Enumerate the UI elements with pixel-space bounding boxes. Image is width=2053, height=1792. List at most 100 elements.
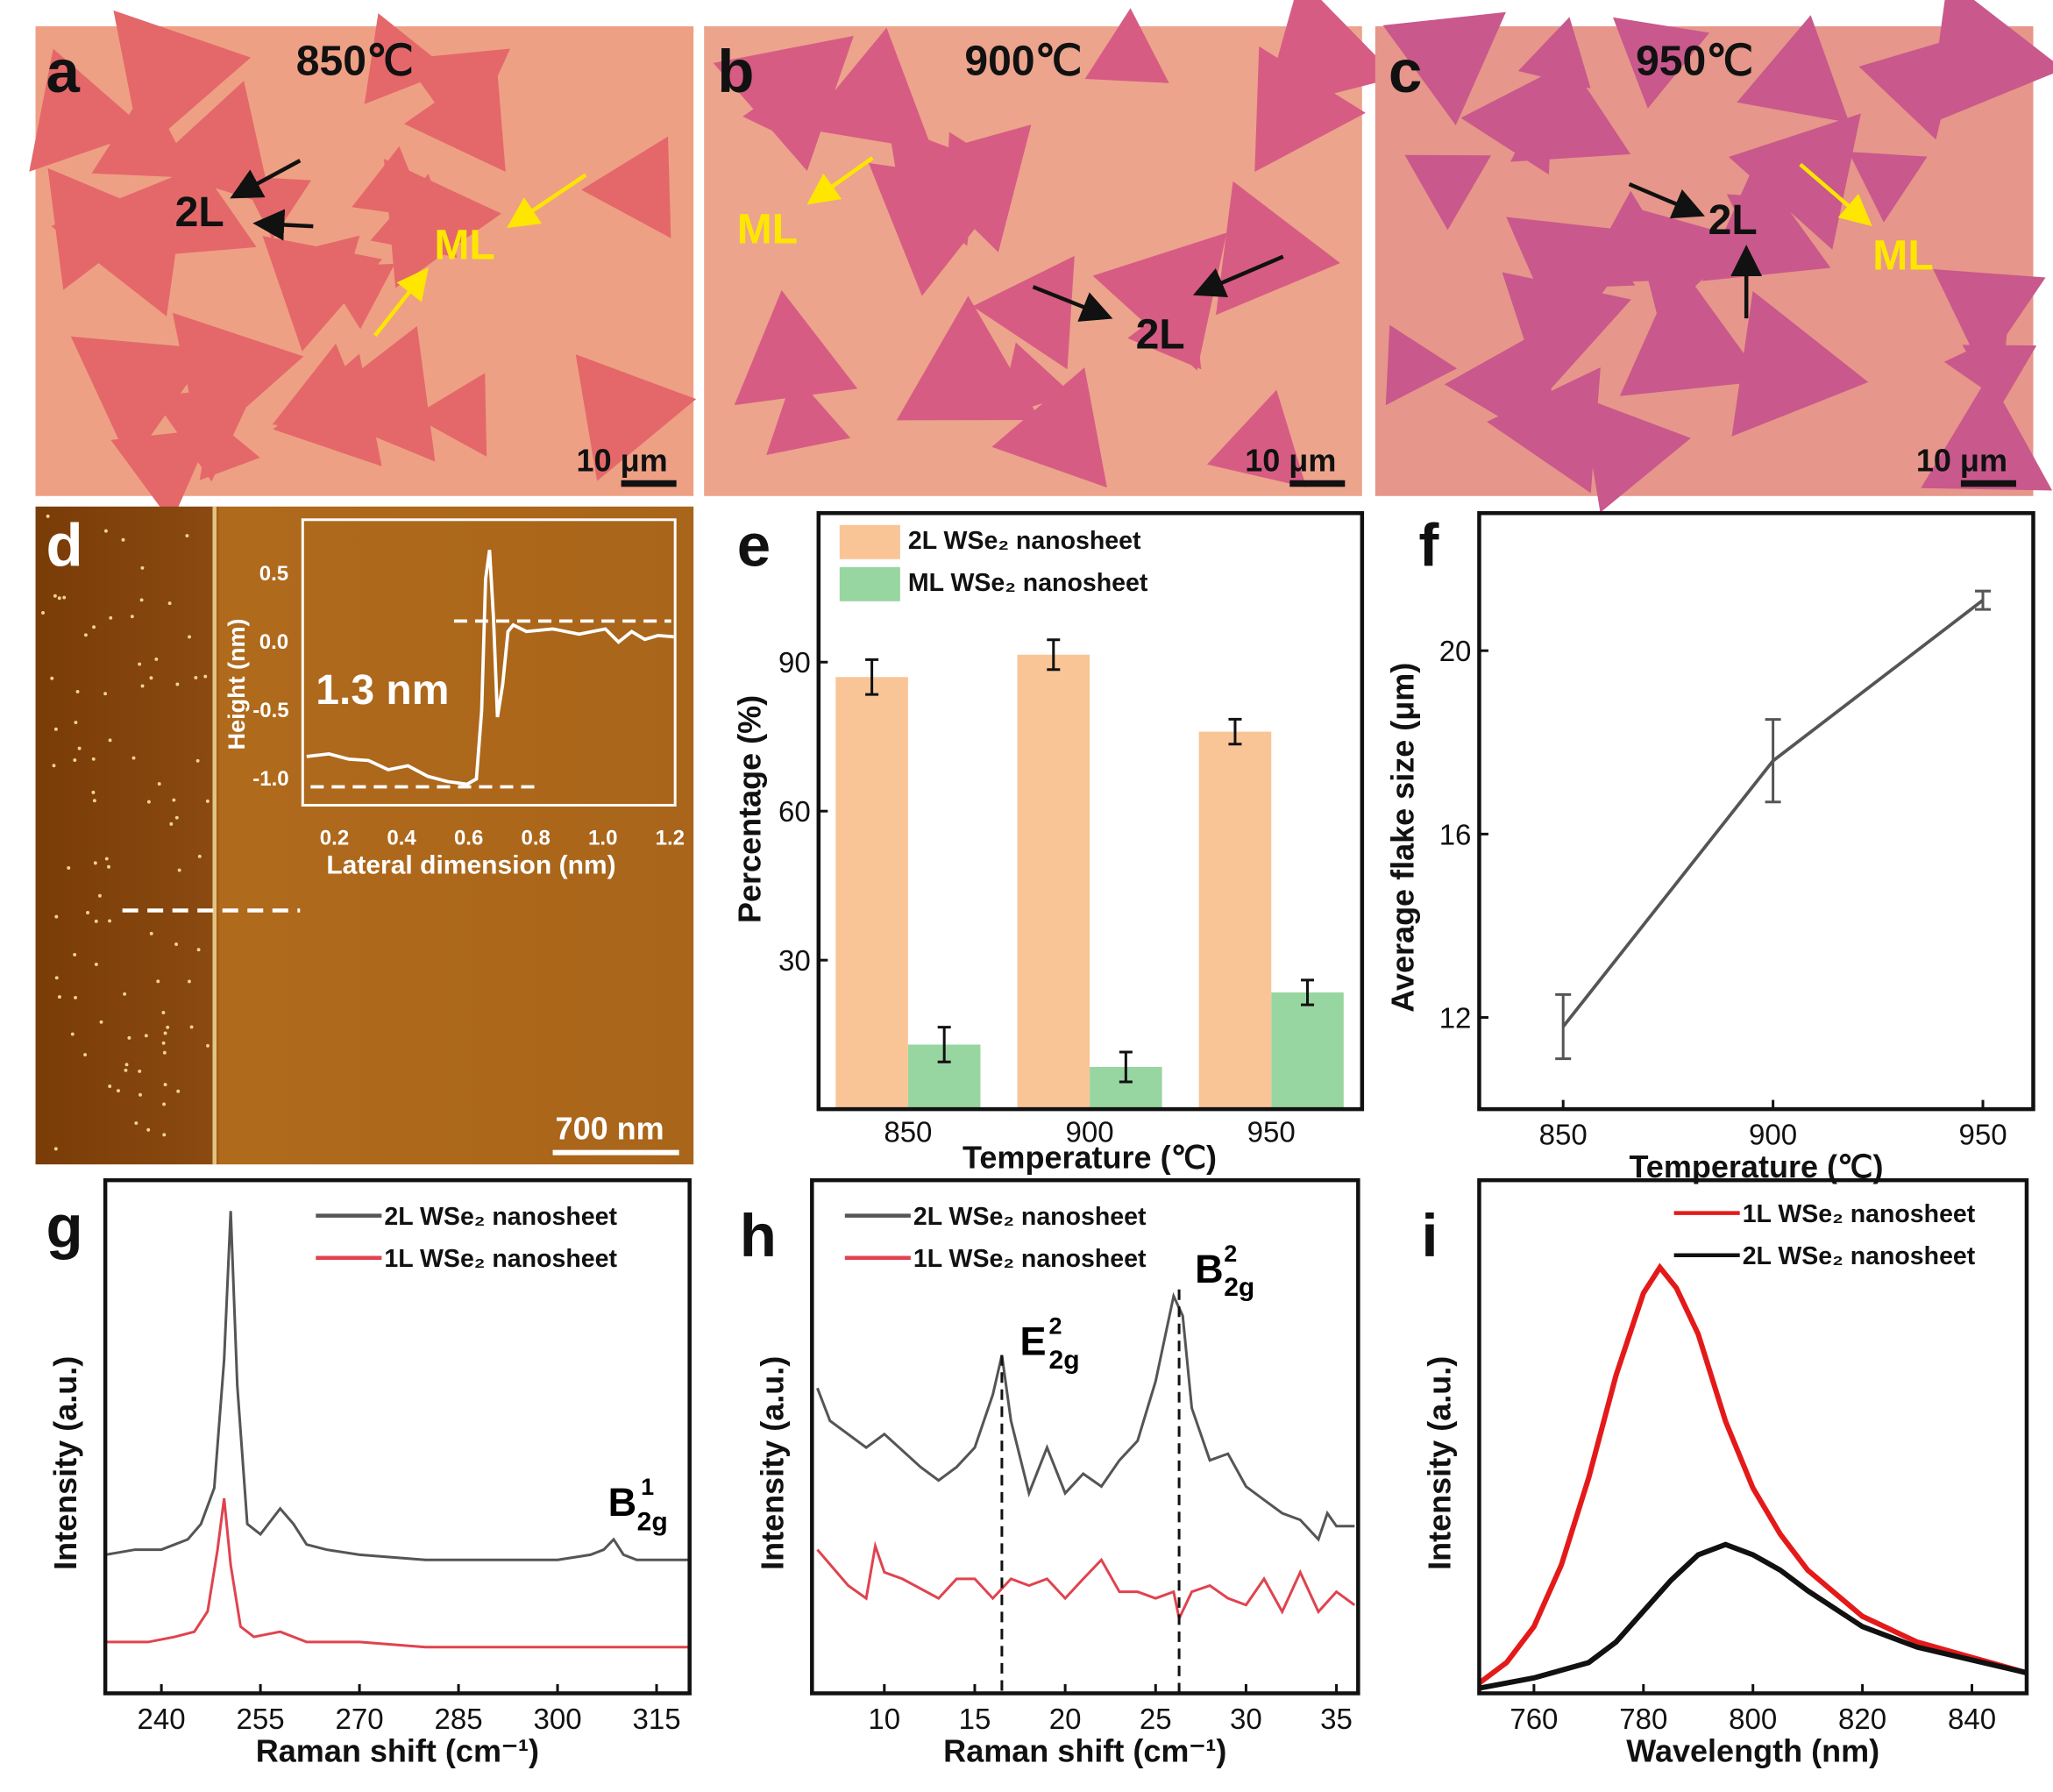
- x-tick-label: 20: [1049, 1703, 1082, 1735]
- flake: [972, 255, 1075, 370]
- particle: [162, 1102, 166, 1106]
- particle: [139, 598, 144, 602]
- panel-label-e: e: [737, 510, 771, 579]
- arrow-icon: [806, 156, 874, 205]
- error-bar: [865, 658, 879, 696]
- y-tick-label: 12: [1439, 1002, 1472, 1035]
- particle: [67, 865, 71, 870]
- tick-label: 0.2: [320, 826, 349, 850]
- tick-label: 0.6: [454, 826, 483, 850]
- x-tick-label: 950: [1958, 1119, 2007, 1151]
- x-tick-label: 900: [1749, 1119, 1797, 1151]
- particle: [134, 1121, 139, 1125]
- y-tick-label: 20: [1439, 635, 1472, 667]
- peak-label-sup: 2: [1049, 1313, 1062, 1340]
- y-tick-label: 30: [778, 944, 811, 977]
- particle: [194, 676, 198, 679]
- particle: [104, 857, 109, 861]
- x-tick-label: 780: [1619, 1703, 1667, 1735]
- particle: [73, 952, 77, 956]
- particle: [57, 995, 61, 999]
- flake: [133, 146, 257, 258]
- flake: [1460, 69, 1554, 175]
- annotation-2L: 2L: [175, 189, 224, 236]
- plot-frame: [1477, 511, 2035, 1112]
- panel-label-d: d: [46, 510, 83, 579]
- flake: [713, 35, 854, 171]
- flake: [1404, 154, 1491, 231]
- particle: [205, 799, 210, 803]
- particle: [107, 864, 110, 869]
- error-bar: [1975, 589, 1992, 611]
- temperature-label: 950℃: [1636, 39, 1753, 85]
- legend-label: 1L WSe₂ nanosheet: [1743, 1200, 1976, 1228]
- arrow-icon: [230, 159, 302, 199]
- particle: [206, 1043, 210, 1048]
- particle: [77, 746, 82, 750]
- particle: [149, 676, 153, 680]
- particle: [140, 565, 145, 570]
- particle: [108, 1084, 112, 1088]
- particle: [127, 1035, 131, 1040]
- particle: [62, 595, 67, 600]
- particle: [53, 1147, 58, 1151]
- particle: [92, 799, 96, 803]
- particle: [52, 764, 56, 768]
- flake: [1084, 8, 1169, 83]
- flake: [1385, 324, 1458, 406]
- y-axis-label: Intensity (a.u.): [47, 1356, 83, 1570]
- particle: [185, 534, 189, 537]
- y-axis-label: Average flake size (μm): [1384, 663, 1420, 1013]
- flake: [139, 30, 205, 101]
- arrow-icon: [1799, 162, 1872, 226]
- micrograph-900: b 900℃ ML 2L 10 μm: [704, 0, 1397, 496]
- scale-bar-label: 10 μm: [1916, 442, 2007, 478]
- particle: [157, 782, 161, 786]
- particle: [163, 1031, 167, 1035]
- panel-label-h: h: [740, 1201, 777, 1269]
- arrow-icon: [252, 209, 314, 241]
- panel-label-g: g: [46, 1192, 83, 1261]
- legend-label: 2L WSe₂ nanosheet: [913, 1203, 1147, 1231]
- annotation-ML: ML: [1872, 233, 1933, 280]
- scale-bar-label: 700 nm: [556, 1111, 664, 1147]
- peak-label-sub: 2g: [637, 1507, 668, 1536]
- x-tick-label: 820: [1838, 1703, 1886, 1735]
- flake: [894, 155, 978, 246]
- error-bar: [937, 1026, 951, 1063]
- series-line: [1477, 1262, 2028, 1686]
- bar: [835, 677, 908, 1110]
- arrow-icon: [1032, 285, 1113, 322]
- flake: [413, 373, 487, 457]
- particle: [54, 914, 59, 919]
- particle: [103, 692, 108, 696]
- flake: [1731, 290, 1869, 437]
- y-tick-label: 16: [1439, 818, 1472, 850]
- tick-label: -1.0: [252, 767, 288, 791]
- flake: [1737, 15, 1850, 124]
- flake: [394, 202, 458, 274]
- tick-label: 0.0: [259, 630, 288, 654]
- x-tick-label: 240: [138, 1703, 186, 1735]
- particle: [163, 1083, 167, 1087]
- step-height-label: 1.3 nm: [316, 667, 449, 714]
- x-tick-label: 950: [1247, 1116, 1296, 1148]
- x-tick-label: 850: [1539, 1119, 1588, 1151]
- peak-label-sup: 2: [1224, 1241, 1237, 1267]
- tick-label: 0.5: [259, 562, 288, 586]
- arrow-icon: [507, 173, 587, 229]
- x-tick-label: 10: [868, 1703, 900, 1735]
- particle: [177, 868, 181, 872]
- flake: [1254, 46, 1366, 172]
- x-axis-label: Temperature (℃): [963, 1140, 1217, 1176]
- plot-frame: [810, 1177, 1360, 1696]
- particle: [108, 919, 111, 923]
- arrow-icon: [1628, 182, 1705, 219]
- flake: [364, 13, 451, 104]
- particle: [83, 633, 88, 637]
- particle: [169, 821, 174, 826]
- flake: [1570, 231, 1636, 288]
- panel-label-c: c: [1389, 37, 1422, 105]
- particle: [140, 684, 145, 688]
- series-line: [816, 1291, 1355, 1542]
